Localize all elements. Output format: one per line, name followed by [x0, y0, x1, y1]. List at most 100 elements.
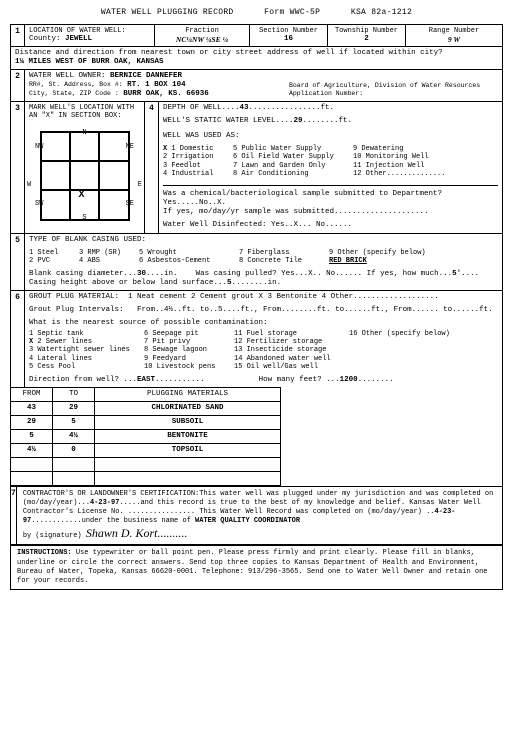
sec6-row: 6 GROUT PLUG MATERIAL: 1 Neat cement 2 C…: [11, 291, 502, 387]
sec2-row: 2 WATER WELL OWNER: BERNICE DANNEFER RR#…: [11, 70, 502, 102]
r2t: 4½: [53, 430, 95, 443]
c-12: 12 Fertilizer storage: [234, 338, 349, 346]
sec3-num: 3: [11, 102, 25, 233]
fraction-label: Fraction: [159, 27, 245, 35]
type-2: 2 PVC: [29, 257, 79, 265]
doc-header: WATER WELL PLUGGING RECORD Form WWC-5P K…: [10, 8, 503, 18]
c-7: 7 Pit privy: [144, 338, 234, 346]
r3f: 4½: [11, 444, 53, 457]
height-unit: ........in.: [232, 279, 282, 287]
c-15: 15 Oil well/Gas well: [234, 363, 349, 371]
addr-label: RR#, St. Address, Box #:: [29, 81, 123, 88]
r3m: TOPSOIL: [95, 444, 281, 457]
use-7: 7 Lawn and Garden Only: [233, 162, 353, 170]
form-container: 1 LOCATION OF WATER WELL: County: JEWELL…: [10, 24, 503, 590]
type-other: RED BRICK: [329, 257, 449, 265]
dir-label: Direction from well? ...: [29, 376, 137, 384]
type-8: 8 Concrete Tile: [239, 257, 329, 265]
r5t: [53, 472, 95, 485]
distance-value: 1¼ MILES WEST OF BURR OAK, KANSAS: [15, 58, 498, 67]
depth-label: DEPTH OF WELL....: [163, 104, 240, 112]
r4m: [95, 458, 281, 471]
cert-biz: WATER QUALITY COORDINATOR: [195, 517, 300, 525]
sec6-mats: 1 Neat cement 2 Cement grout X 3 Bentoni…: [128, 293, 439, 301]
township-label: Township Number: [332, 27, 401, 35]
plug-header: FROM TO PLUGGING MATERIALS: [11, 388, 281, 402]
county-label: County:: [29, 35, 61, 43]
instructions: INSTRUCTIONS: Use typewriter or ball poi…: [11, 545, 502, 588]
fraction: NC¼NW ¼SE ¼: [159, 35, 245, 44]
use-11: 11 Injection Well: [353, 162, 453, 170]
type-5: 5 Wrought: [139, 249, 239, 257]
r1f: 29: [11, 416, 53, 429]
chem-date: If yes, mo/day/yr sample was submitted..…: [163, 208, 498, 217]
sec4-body: DEPTH OF WELL....43................ft. W…: [159, 102, 502, 233]
c-13: 13 Insecticide storage: [234, 346, 349, 354]
use-2: 2 Irrigation: [163, 153, 233, 161]
south: S: [82, 214, 86, 222]
type-4: 4 ABS: [79, 257, 139, 265]
h-to: TO: [53, 388, 95, 401]
city: BURR OAK, KS. 66936: [123, 90, 209, 98]
type-9: 9 Other (specify below): [329, 249, 449, 257]
use-3: 3 Feedlot: [163, 162, 233, 170]
depth: 43: [240, 104, 249, 112]
height-label: Casing height above or below land surfac…: [29, 279, 227, 287]
use-1: 1 Domestic: [171, 145, 213, 153]
c-2: 2 Sewer lines: [37, 338, 92, 346]
type-7: 7 Fiberglass: [239, 249, 329, 257]
r4t: [53, 458, 95, 471]
depth-unit: ................ft.: [249, 104, 335, 112]
sec3-label2: AN "X" IN SECTION BOX:: [29, 112, 140, 120]
range-num: 9 W: [410, 35, 498, 44]
diam-label: Blank casing diameter...: [29, 270, 137, 278]
section-label: Section Number: [254, 27, 323, 35]
township-num: 2: [332, 35, 401, 44]
city-label: City, State, ZIP Code :: [29, 90, 119, 97]
sec1-num: 1: [11, 25, 25, 46]
feet-label: How many feet? ...: [259, 376, 340, 384]
use-9: 9 Dewatering: [353, 145, 453, 153]
r1t: 5: [53, 416, 95, 429]
sec6-num: 6: [11, 291, 25, 387]
sec4-num: 4: [145, 102, 159, 233]
x-marker: X: [79, 190, 85, 202]
c-16: 16 Other (specify below): [349, 330, 469, 338]
c-4: 4 Lateral lines: [29, 355, 144, 363]
west: W: [27, 181, 31, 189]
cert-body: CONTRACTOR'S OR LANDOWNER'S CERTIFICATIO…: [17, 487, 502, 545]
sec2-num: 2: [11, 70, 25, 101]
signature: Shawn D. Kort..........: [86, 526, 188, 540]
distance-row: Distance and direction from nearest town…: [11, 47, 502, 70]
sw-label: SW: [35, 200, 43, 208]
sec5-num: 5: [11, 234, 25, 290]
owner: BERNICE DANNEFER: [110, 72, 182, 80]
owner-label: WATER WELL OWNER:: [29, 72, 106, 80]
diam-unit: ....in.: [146, 270, 178, 278]
use-6: 6 Oil Field Water Supply: [233, 153, 353, 161]
pulled-label: Was casing pulled? Yes...X.. No...... If…: [196, 270, 453, 278]
sec5-label: TYPE OF BLANK CASING USED:: [29, 236, 498, 245]
feet: 1200: [340, 376, 358, 384]
compass-container: MARK WELL'S LOCATION WITH AN "X" IN SECT…: [25, 102, 145, 233]
r3t: 0: [53, 444, 95, 457]
county: JEWELL: [65, 35, 92, 43]
instr-body: Use typewriter or ball point pen. Please…: [17, 549, 487, 584]
sig-label: by (signature): [23, 532, 86, 540]
app-label: Application Number:: [289, 90, 498, 98]
range-label: Range Number: [410, 27, 498, 35]
sec1-row: 1 LOCATION OF WATER WELL: County: JEWELL…: [11, 25, 502, 47]
sec7-row: 7 CONTRACTOR'S OR LANDOWNER'S CERTIFICAT…: [11, 486, 502, 546]
ksa: KSA 82a-1212: [351, 8, 412, 17]
type-6: 6 Asbestos-Cement: [139, 257, 239, 265]
sec1-label: LOCATION OF WATER WELL:: [29, 27, 150, 35]
used-label: WELL WAS USED AS:: [163, 132, 498, 141]
section-grid: X: [40, 131, 130, 221]
dir: EAST: [137, 376, 155, 384]
c-11: 11 Fuel storage: [234, 330, 349, 338]
east: E: [138, 181, 142, 189]
c-9: 9 Feedyard: [144, 355, 234, 363]
instr-title: INSTRUCTIONS:: [17, 549, 72, 557]
use-10: 10 Monitoring Well: [353, 153, 453, 161]
addr: RT. 1 BOX 104: [127, 81, 186, 89]
